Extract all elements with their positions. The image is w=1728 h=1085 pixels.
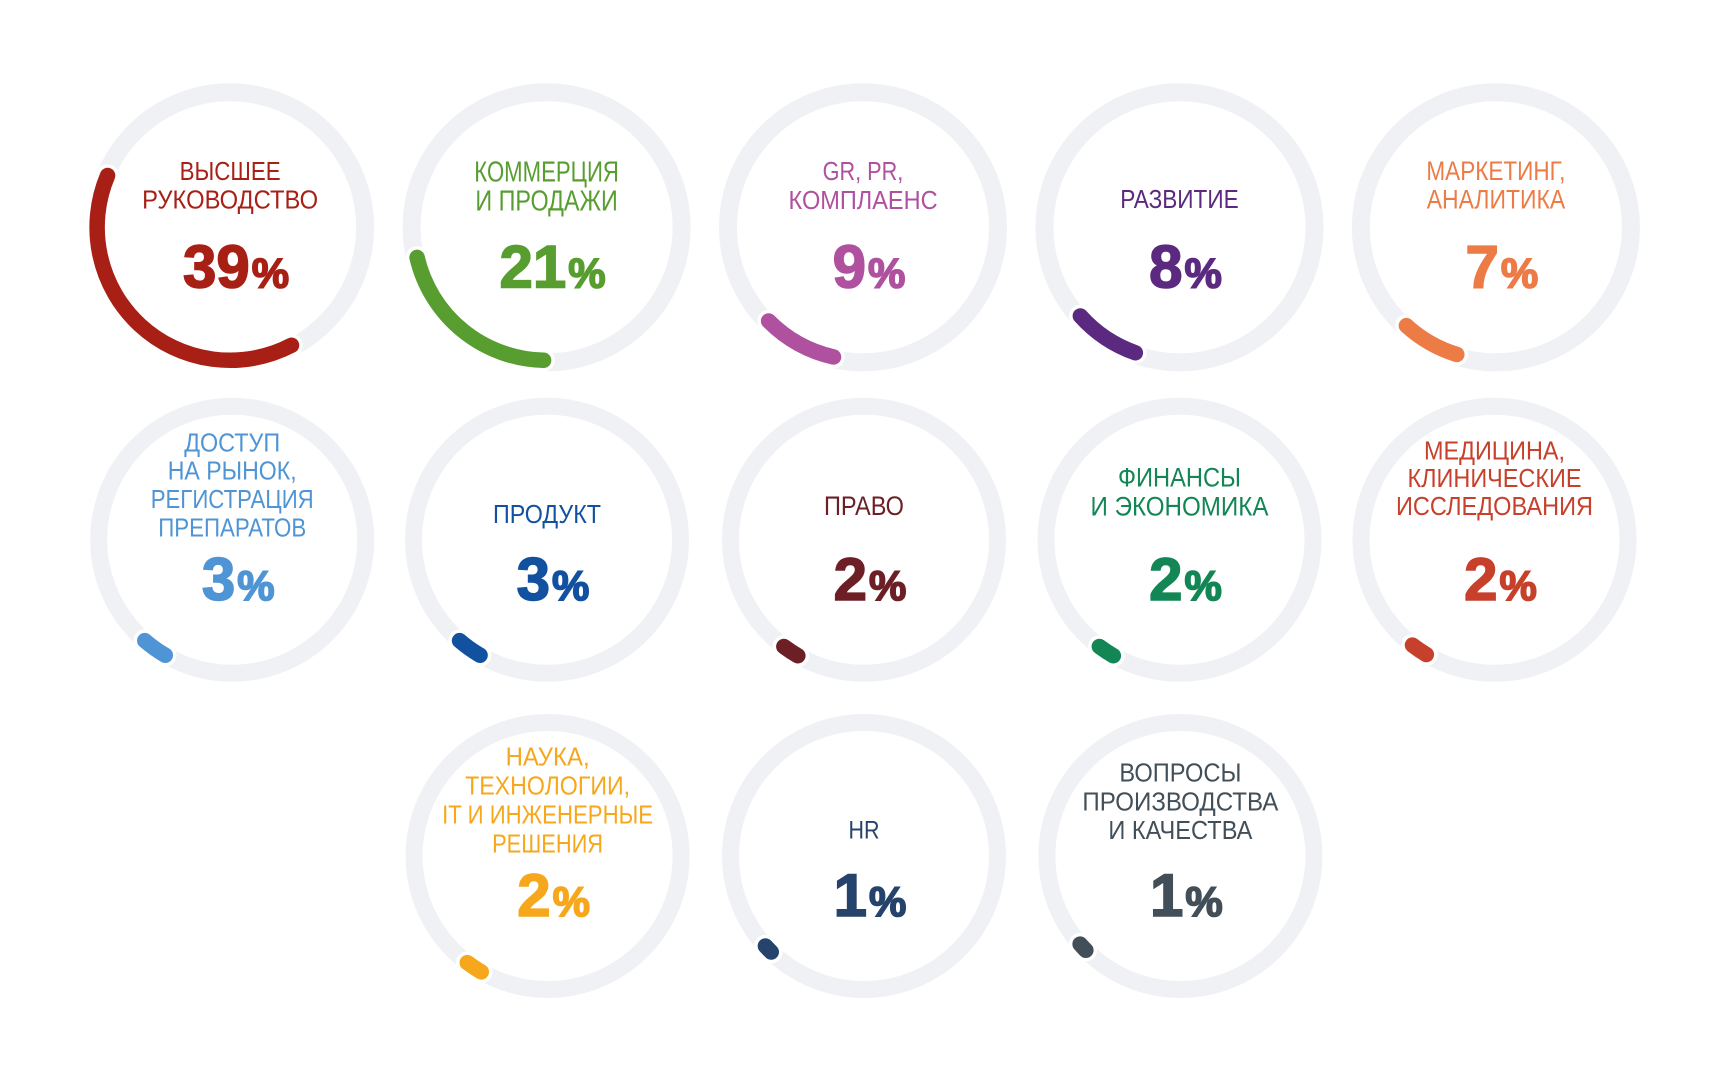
svg-text:МАРКЕТИНГ,: МАРКЕТИНГ,: [1426, 156, 1565, 186]
svg-text:39%: 39%: [183, 233, 289, 300]
svg-text:3%: 3%: [202, 546, 275, 613]
svg-text:ВОПРОСЫ: ВОПРОСЫ: [1119, 760, 1241, 788]
svg-text:7%: 7%: [1466, 233, 1539, 300]
svg-text:И ЭКОНОМИКА: И ЭКОНОМИКА: [1091, 491, 1269, 521]
svg-text:РЕГИСТРАЦИЯ: РЕГИСТРАЦИЯ: [151, 484, 314, 514]
svg-text:ФИНАНСЫ: ФИНАНСЫ: [1118, 462, 1241, 492]
svg-text:ПРОИЗВОДСТВА: ПРОИЗВОДСТВА: [1082, 788, 1278, 816]
svg-text:HR: HR: [849, 817, 880, 845]
svg-text:GR, PR,: GR, PR,: [823, 156, 904, 186]
svg-text:КОМПЛАЕНС: КОМПЛАЕНС: [789, 185, 938, 215]
svg-text:8%: 8%: [1149, 233, 1222, 300]
svg-text:ВЫСШЕЕ: ВЫСШЕЕ: [180, 156, 281, 186]
svg-text:IT И ИНЖЕНЕРНЫЕ: IT И ИНЖЕНЕРНЫЕ: [442, 801, 653, 829]
svg-text:21%: 21%: [500, 233, 606, 300]
svg-text:НА РЫНОК,: НА РЫНОК,: [168, 456, 297, 486]
svg-text:ИССЛЕДОВАНИЯ: ИССЛЕДОВАНИЯ: [1396, 493, 1593, 521]
svg-text:НАУКА,: НАУКА,: [506, 743, 590, 771]
svg-text:РЕШЕНИЯ: РЕШЕНИЯ: [492, 830, 603, 858]
svg-text:И КАЧЕСТВА: И КАЧЕСТВА: [1108, 817, 1252, 845]
svg-text:9%: 9%: [833, 233, 906, 300]
svg-text:2%: 2%: [1149, 546, 1222, 613]
svg-text:1%: 1%: [1150, 862, 1223, 929]
svg-text:ПРОДУКТ: ПРОДУКТ: [493, 501, 601, 529]
svg-text:РУКОВОДСТВО: РУКОВОДСТВО: [142, 185, 318, 215]
svg-text:ТЕХНОЛОГИИ,: ТЕХНОЛОГИИ,: [465, 772, 630, 800]
svg-text:МЕДИЦИНА,: МЕДИЦИНА,: [1424, 437, 1565, 465]
svg-text:2%: 2%: [834, 546, 907, 613]
svg-text:КОММЕРЦИЯ: КОММЕРЦИЯ: [474, 157, 619, 189]
svg-text:РАЗВИТИЕ: РАЗВИТИЕ: [1120, 184, 1239, 214]
svg-text:1%: 1%: [834, 862, 907, 929]
svg-text:2%: 2%: [517, 862, 590, 929]
svg-text:ПРЕПАРАТОВ: ПРЕПАРАТОВ: [158, 512, 306, 542]
svg-text:И ПРОДАЖИ: И ПРОДАЖИ: [475, 185, 617, 217]
svg-text:2%: 2%: [1464, 546, 1537, 613]
svg-text:ПРАВО: ПРАВО: [824, 491, 904, 521]
svg-text:3%: 3%: [517, 546, 590, 613]
svg-text:АНАЛИТИКА: АНАЛИТИКА: [1427, 184, 1566, 214]
svg-text:КЛИНИЧЕСКИЕ: КЛИНИЧЕСКИЕ: [1408, 465, 1582, 493]
svg-text:ДОСТУП: ДОСТУП: [184, 427, 280, 457]
